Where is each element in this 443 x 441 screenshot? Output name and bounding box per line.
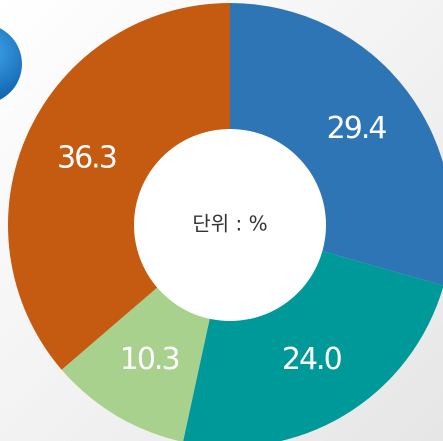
value-label: 29.4 — [327, 111, 387, 146]
value-label: 24.0 — [282, 342, 342, 377]
value-label: 36.3 — [57, 141, 116, 176]
decoration-circle — [0, 28, 22, 100]
slice — [7, 3, 230, 370]
center-label: 단위 : % — [192, 212, 267, 236]
donut-hole — [134, 129, 326, 321]
value-label: 10.3 — [120, 342, 179, 377]
